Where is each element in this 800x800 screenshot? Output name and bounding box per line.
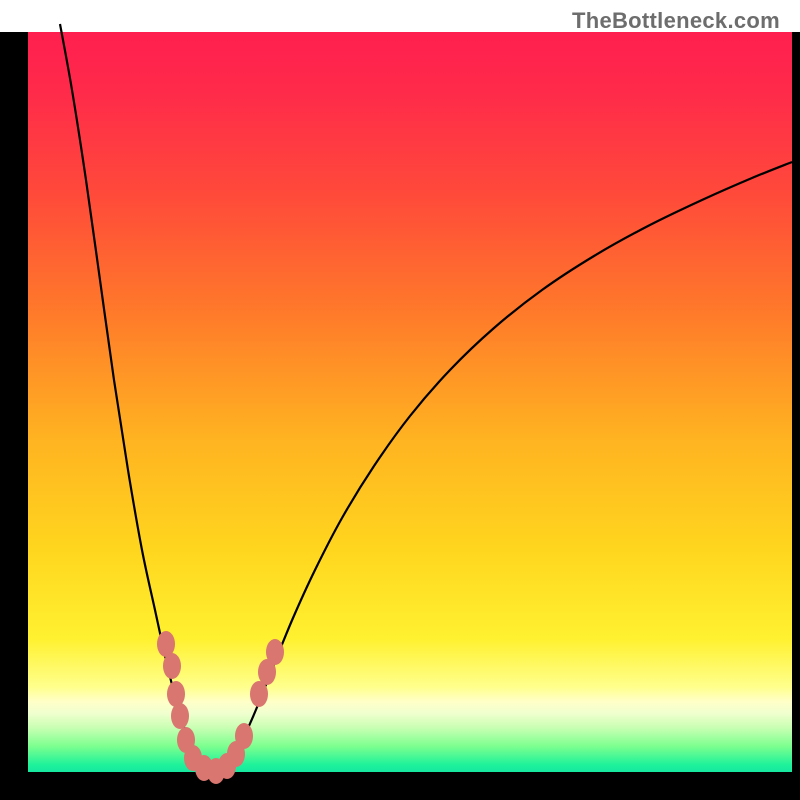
frame-border-bottom <box>0 772 800 800</box>
chart-container: TheBottleneck.com <box>0 0 800 800</box>
frame-border-right <box>792 32 800 800</box>
plot-background-gradient <box>28 32 792 772</box>
watermark-text: TheBottleneck.com <box>572 8 780 34</box>
frame-border-left <box>0 32 28 800</box>
